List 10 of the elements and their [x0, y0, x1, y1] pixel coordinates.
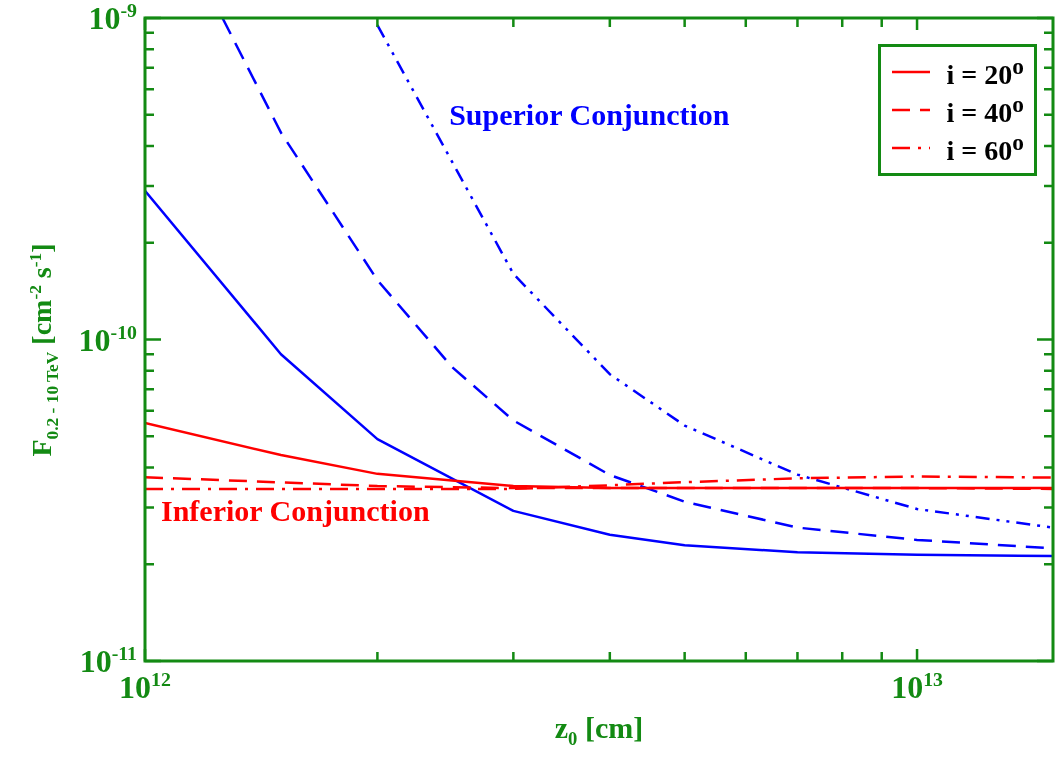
y-tick-label: 10$^{-9}$ — [88, 0, 137, 36]
annotation: Inferior Conjunction — [161, 494, 430, 527]
x-axis-title: z$_{0}$ [cm] — [554, 711, 644, 749]
legend-label: i = 40$^{o}$ — [946, 90, 1024, 130]
x-tick-label: 10$^{12}$ — [119, 668, 171, 705]
annotation: Superior Conjunction — [449, 98, 730, 131]
legend-label: i = 20$^{o}$ — [946, 52, 1024, 92]
legend-label: i = 60$^{o}$ — [946, 128, 1024, 168]
y-tick-label: 10$^{-10}$ — [78, 320, 137, 358]
x-tick-label: 10$^{13}$ — [891, 668, 943, 705]
